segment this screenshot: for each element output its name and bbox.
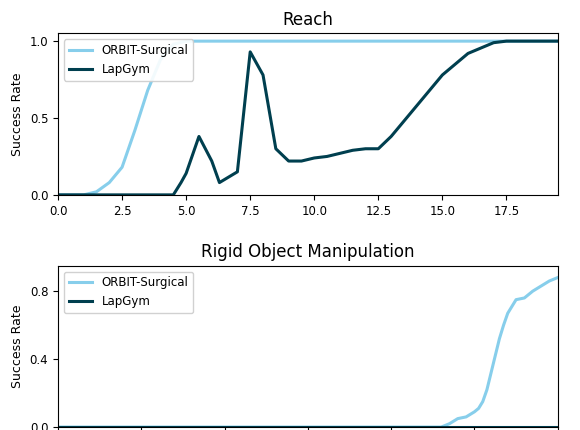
LapGym: [226, 174, 233, 179]
LapGym: [503, 39, 510, 44]
ORBIT-Surgical: [118, 165, 125, 170]
LapGym: [375, 146, 382, 151]
LapGym: [516, 39, 523, 44]
ORBIT-Surgical: [492, 353, 499, 358]
LapGym: [246, 49, 253, 55]
LapGym: [285, 159, 292, 164]
Y-axis label: Success Rate: Success Rate: [11, 304, 24, 388]
LapGym: [195, 134, 202, 139]
ORBIT-Surgical: [529, 289, 536, 294]
LapGym: [55, 192, 61, 197]
LapGym: [541, 39, 548, 44]
ORBIT-Surgical: [504, 311, 511, 316]
LapGym: [273, 146, 280, 151]
Title: Reach: Reach: [282, 11, 333, 29]
Legend: ORBIT-Surgical, LapGym: ORBIT-Surgical, LapGym: [64, 40, 193, 81]
ORBIT-Surgical: [55, 192, 61, 197]
LapGym: [336, 151, 343, 156]
ORBIT-Surgical: [438, 424, 445, 430]
ORBIT-Surgical: [446, 421, 453, 426]
ORBIT-Surgical: [454, 416, 461, 421]
ORBIT-Surgical: [521, 295, 528, 301]
ORBIT-Surgical: [170, 42, 177, 47]
LapGym: [349, 148, 356, 153]
ORBIT-Surgical: [463, 415, 470, 420]
LapGym: [311, 155, 318, 160]
ORBIT-Surgical: [500, 322, 507, 328]
ORBIT-Surgical: [554, 275, 561, 280]
LapGym: [216, 180, 223, 185]
LapGym: [387, 134, 394, 139]
ORBIT-Surgical: [421, 424, 428, 430]
Line: ORBIT-Surgical: ORBIT-Surgical: [58, 41, 558, 195]
ORBIT-Surgical: [471, 409, 478, 415]
ORBIT-Surgical: [513, 297, 520, 302]
ORBIT-Surgical: [132, 128, 139, 133]
ORBIT-Surgical: [106, 180, 113, 185]
ORBIT-Surgical: [538, 283, 545, 289]
ORBIT-Surgical: [475, 406, 482, 411]
ORBIT-Surgical: [554, 39, 561, 44]
LapGym: [465, 51, 472, 56]
ORBIT-Surgical: [496, 336, 503, 341]
LapGym: [439, 72, 446, 77]
LapGym: [234, 169, 241, 175]
LapGym: [554, 39, 561, 44]
ORBIT-Surgical: [157, 57, 164, 62]
ORBIT-Surgical: [488, 370, 495, 375]
Legend: ORBIT-Surgical, LapGym: ORBIT-Surgical, LapGym: [64, 272, 193, 313]
LapGym: [414, 103, 420, 108]
ORBIT-Surgical: [546, 278, 553, 283]
LapGym: [298, 159, 305, 164]
LapGym: [177, 180, 184, 185]
ORBIT-Surgical: [144, 88, 151, 93]
ORBIT-Surgical: [80, 192, 87, 197]
Line: LapGym: LapGym: [58, 41, 558, 195]
LapGym: [362, 146, 369, 151]
LapGym: [490, 40, 497, 45]
ORBIT-Surgical: [93, 189, 100, 194]
ORBIT-Surgical: [183, 39, 190, 44]
ORBIT-Surgical: [484, 387, 491, 392]
ORBIT-Surgical: [55, 424, 61, 430]
LapGym: [259, 72, 266, 77]
ORBIT-Surgical: [479, 399, 486, 404]
Y-axis label: Success Rate: Success Rate: [11, 72, 24, 156]
Title: Rigid Object Manipulation: Rigid Object Manipulation: [201, 243, 415, 261]
Line: ORBIT-Surgical: ORBIT-Surgical: [58, 278, 558, 427]
LapGym: [170, 192, 177, 197]
LapGym: [183, 171, 190, 176]
LapGym: [208, 159, 215, 164]
LapGym: [324, 154, 331, 159]
